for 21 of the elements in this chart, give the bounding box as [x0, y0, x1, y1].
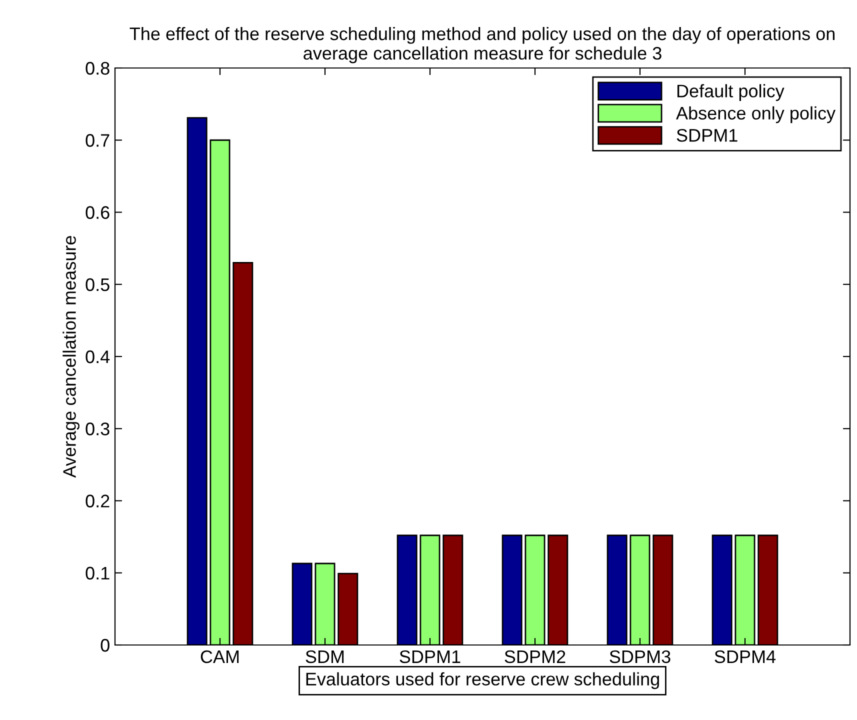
y-tick-label: 0.4 [86, 350, 110, 364]
y-axis-title: Average cancellation measure [62, 236, 80, 478]
x-tick-label: SDPM1 [400, 650, 460, 664]
x-tick-label: SDPM4 [714, 650, 776, 664]
y-tick-label: 0.8 [86, 62, 110, 75]
y-tick-label: 0 [100, 638, 110, 652]
x-tick-label: CAM [200, 650, 239, 664]
y-tick-label: 0.3 [86, 422, 110, 436]
legend-label: SDPM1 [676, 128, 738, 142]
y-tick-label: 0.5 [86, 278, 110, 292]
x-tick-label: SDPM2 [504, 650, 566, 664]
x-tick-label: SDM [306, 650, 344, 664]
legend-label: Absence only policy [676, 106, 836, 124]
y-tick-label: 0.2 [86, 494, 110, 508]
chart-title: The effect of the reserve scheduling method and policy used on the day of operations on average cancellation measure for schedule 3 [130, 26, 835, 64]
x-tick-label: SDPM3 [610, 650, 670, 664]
x-axis-title: Evaluators used for reserve crew scheduling [306, 672, 659, 690]
y-tick-label: 0.6 [86, 206, 110, 219]
y-tick-label: 0.1 [86, 566, 110, 580]
legend-label: Default policy [677, 84, 784, 101]
y-tick-label: 0.7 [86, 134, 110, 147]
